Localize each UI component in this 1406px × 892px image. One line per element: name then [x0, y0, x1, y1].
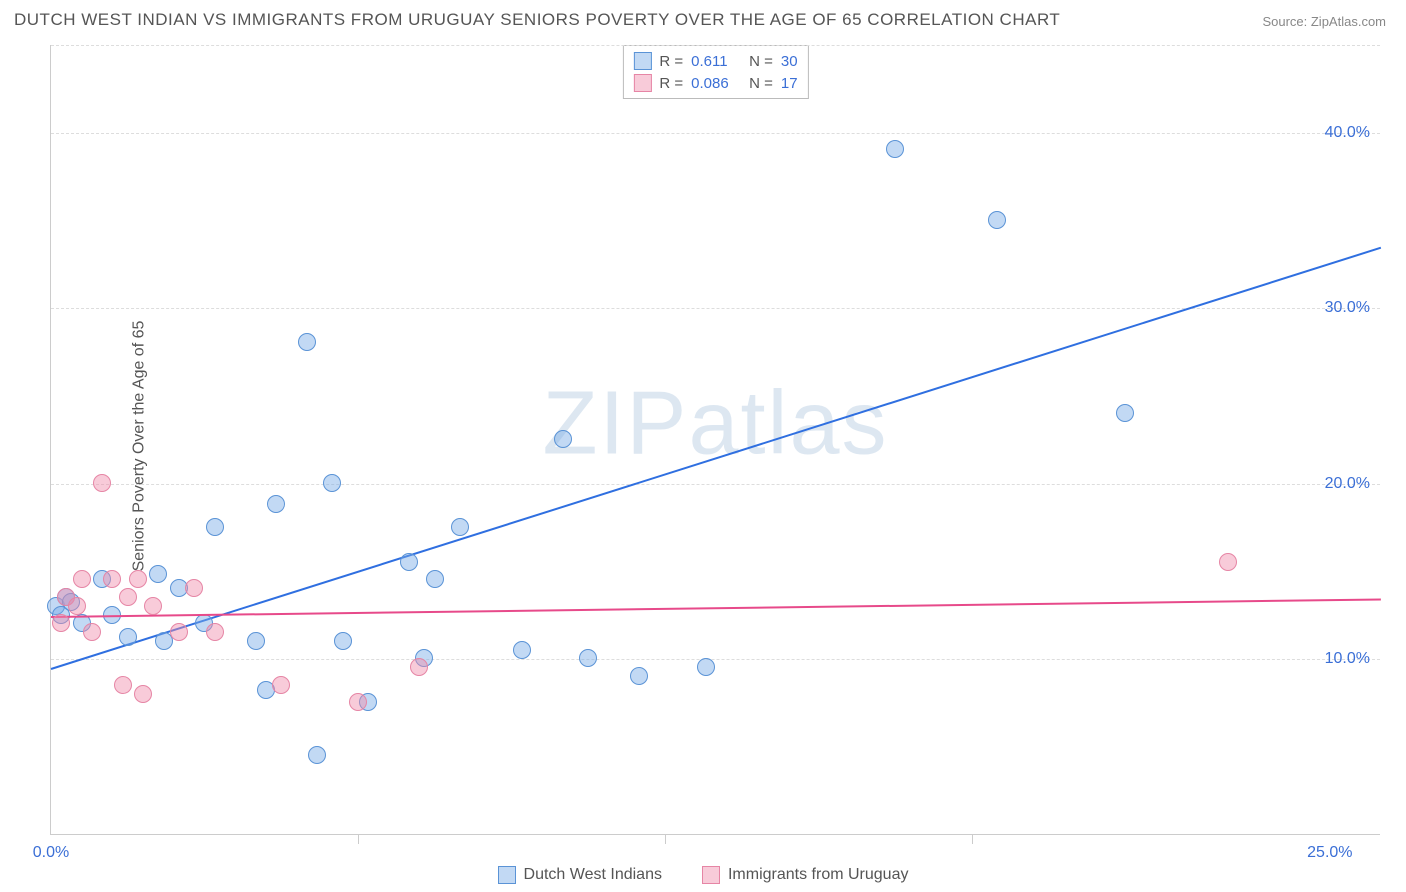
data-point — [349, 693, 367, 711]
gridline-h — [51, 484, 1380, 485]
data-point — [308, 746, 326, 764]
data-point — [1219, 553, 1237, 571]
source-label: Source: ZipAtlas.com — [1262, 14, 1386, 29]
x-minor-tick — [358, 834, 359, 844]
series-legend: Dutch West Indians Immigrants from Urugua… — [0, 866, 1406, 884]
data-point — [129, 570, 147, 588]
data-point — [52, 614, 70, 632]
x-tick-label: 0.0% — [33, 844, 69, 862]
x-minor-tick — [972, 834, 973, 844]
stat-r-label: R = — [659, 75, 683, 92]
data-point — [513, 641, 531, 659]
stat-r-value: 0.611 — [691, 53, 741, 70]
data-point — [119, 588, 137, 606]
data-point — [272, 676, 290, 694]
stat-r-value: 0.086 — [691, 75, 741, 92]
stat-n-label: N = — [749, 75, 773, 92]
data-point — [697, 658, 715, 676]
swatch-icon — [702, 866, 720, 884]
data-point — [1116, 404, 1134, 422]
data-point — [298, 333, 316, 351]
chart-title: DUTCH WEST INDIAN VS IMMIGRANTS FROM URU… — [14, 10, 1060, 30]
data-point — [334, 632, 352, 650]
legend-item: Dutch West Indians — [498, 866, 662, 884]
gridline-h — [51, 659, 1380, 660]
data-point — [114, 676, 132, 694]
data-point — [451, 518, 469, 536]
x-tick-label: 25.0% — [1307, 844, 1352, 862]
data-point — [630, 667, 648, 685]
stats-row: R = 0.086 N = 17 — [633, 72, 797, 94]
data-point — [247, 632, 265, 650]
data-point — [93, 474, 111, 492]
stat-n-value: 30 — [781, 53, 798, 70]
data-point — [149, 565, 167, 583]
y-tick-label: 10.0% — [1325, 650, 1370, 668]
stats-legend: R = 0.611 N = 30 R = 0.086 N = 17 — [622, 45, 808, 99]
data-point — [134, 685, 152, 703]
data-point — [144, 597, 162, 615]
swatch-icon — [498, 866, 516, 884]
legend-item: Immigrants from Uruguay — [702, 866, 909, 884]
data-point — [170, 623, 188, 641]
data-point — [206, 518, 224, 536]
data-point — [886, 140, 904, 158]
scatter-plot: ZIPatlas R = 0.611 N = 30 R = 0.086 N = 17 10.0… — [50, 45, 1380, 835]
data-point — [206, 623, 224, 641]
data-point — [83, 623, 101, 641]
data-point — [400, 553, 418, 571]
legend-label: Immigrants from Uruguay — [728, 866, 909, 884]
data-point — [267, 495, 285, 513]
data-point — [426, 570, 444, 588]
data-point — [988, 211, 1006, 229]
data-point — [119, 628, 137, 646]
x-minor-tick — [665, 834, 666, 844]
trend-line — [51, 598, 1381, 618]
y-tick-label: 20.0% — [1325, 475, 1370, 493]
data-point — [323, 474, 341, 492]
data-point — [185, 579, 203, 597]
data-point — [579, 649, 597, 667]
swatch-icon — [633, 52, 651, 70]
y-tick-label: 40.0% — [1325, 124, 1370, 142]
gridline-h — [51, 45, 1380, 46]
data-point — [410, 658, 428, 676]
data-point — [73, 570, 91, 588]
stat-r-label: R = — [659, 53, 683, 70]
legend-label: Dutch West Indians — [524, 866, 662, 884]
stats-row: R = 0.611 N = 30 — [633, 50, 797, 72]
gridline-h — [51, 133, 1380, 134]
watermark: ZIPatlas — [542, 372, 888, 475]
data-point — [554, 430, 572, 448]
stat-n-value: 17 — [781, 75, 798, 92]
data-point — [68, 597, 86, 615]
data-point — [103, 570, 121, 588]
stat-n-label: N = — [749, 53, 773, 70]
swatch-icon — [633, 74, 651, 92]
y-tick-label: 30.0% — [1325, 299, 1370, 317]
